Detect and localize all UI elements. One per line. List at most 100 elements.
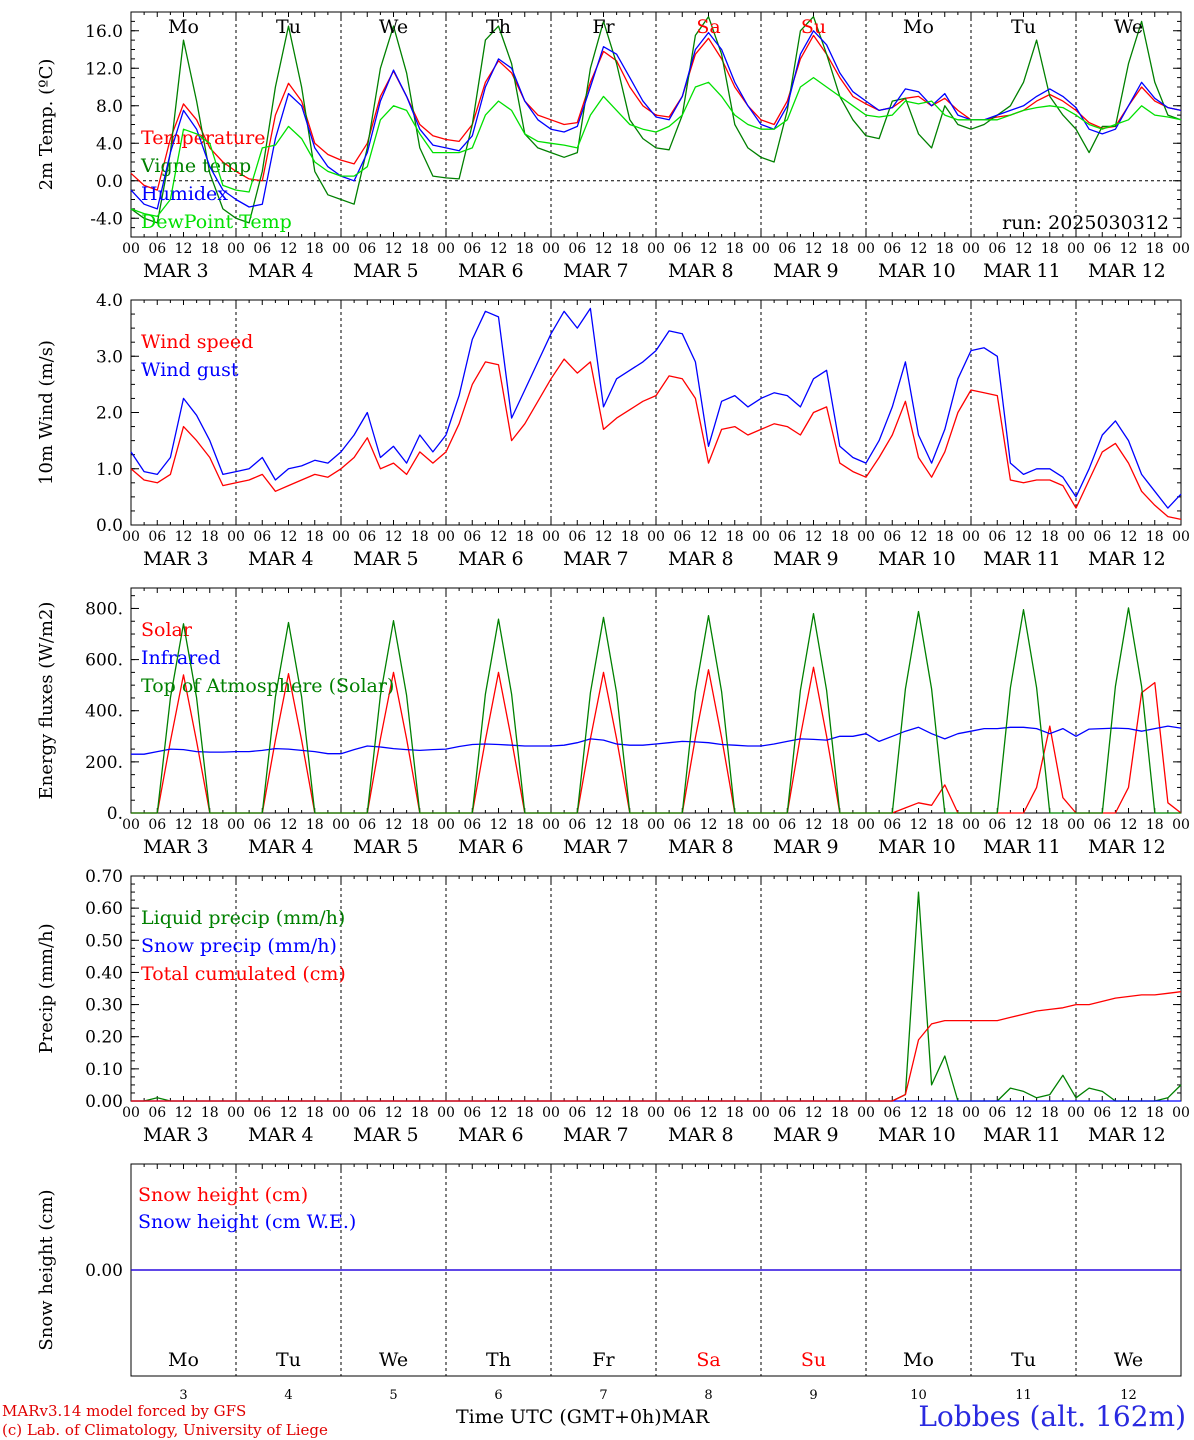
hour-tick-label: 06 — [673, 241, 691, 257]
hour-tick-label: 00 — [1172, 817, 1190, 833]
hour-tick-label: 18 — [726, 1105, 744, 1121]
hour-tick-label: 18 — [621, 1105, 639, 1121]
hour-tick-label: 00 — [227, 1105, 245, 1121]
hour-tick-label: 12 — [175, 817, 193, 833]
hour-tick-label: 06 — [463, 241, 481, 257]
weekday-label-bottom: Sa — [696, 1349, 720, 1371]
panel-2: 0.0 1.0 2.0 3.0 4.0 10m Wind (m/s) Wind speed W… — [36, 291, 1190, 570]
y-tick-label: 600. — [85, 651, 123, 671]
hour-tick-label: 12 — [700, 817, 718, 833]
hour-tick-label: 12 — [280, 241, 298, 257]
legend-entry: Solar — [141, 619, 193, 641]
hour-tick-label: 18 — [516, 529, 534, 545]
hour-tick-label: 00 — [542, 241, 560, 257]
legend-entry: Snow height (cm W.E.) — [138, 1211, 356, 1233]
day-number-label: 12 — [1120, 1388, 1137, 1403]
station-name: Lobbes (alt. 162m) — [918, 1400, 1186, 1433]
weekday-label-top: Su — [801, 16, 826, 38]
hour-tick-label: 12 — [490, 1105, 508, 1121]
date-label: MAR 4 — [248, 548, 314, 570]
date-label: MAR 9 — [773, 836, 839, 858]
day-number-label: 8 — [704, 1388, 712, 1403]
series-line-2 — [130, 16, 1182, 224]
date-label: MAR 9 — [773, 260, 839, 282]
hour-tick-label: 06 — [253, 529, 271, 545]
weekday-label-bottom: Tu — [276, 1349, 301, 1371]
date-label: MAR 5 — [353, 260, 419, 282]
hour-tick-label: 18 — [516, 817, 534, 833]
date-label: MAR 6 — [458, 548, 524, 570]
hour-tick-label: 06 — [883, 817, 901, 833]
hour-tick-label: 06 — [253, 1105, 271, 1121]
hour-tick-label: 18 — [1041, 241, 1059, 257]
hour-tick-label: 12 — [1120, 529, 1138, 545]
weekday-label-top: We — [379, 16, 408, 38]
plot-frame — [130, 11, 1182, 238]
legend-entry: DewPoint Temp — [141, 211, 292, 233]
date-label: MAR 7 — [563, 260, 629, 282]
date-label: MAR 5 — [353, 548, 419, 570]
series-line-3 — [130, 30, 1182, 210]
date-label: MAR 6 — [458, 1124, 524, 1146]
hour-tick-label: 06 — [1093, 1105, 1111, 1121]
hour-tick-label: 00 — [647, 241, 665, 257]
date-label: MAR 11 — [983, 836, 1061, 858]
hour-tick-label: 18 — [1146, 1105, 1164, 1121]
hour-tick-label: 06 — [778, 1105, 796, 1121]
hour-tick-label: 18 — [306, 241, 324, 257]
hour-tick-label: 18 — [306, 529, 324, 545]
y-axis-label: Energy fluxes (W/m2) — [36, 602, 57, 800]
hour-tick-label: 12 — [1120, 1105, 1138, 1121]
hour-tick-label: 18 — [831, 241, 849, 257]
date-label: MAR 7 — [563, 1124, 629, 1146]
date-label: MAR 3 — [143, 1124, 209, 1146]
hour-tick-label: 00 — [122, 529, 140, 545]
weekday-label-top: Mo — [903, 16, 934, 38]
legend-entry: Wind gust — [141, 359, 239, 381]
date-label: MAR 9 — [773, 548, 839, 570]
x-axis-title: Time UTC (GMT+0h) — [456, 1406, 662, 1428]
weekday-label-bottom: Th — [486, 1349, 511, 1371]
hour-tick-label: 12 — [700, 1105, 718, 1121]
hour-tick-label: 00 — [962, 529, 980, 545]
date-label: MAR 8 — [668, 548, 734, 570]
hour-tick-label: 12 — [910, 241, 928, 257]
y-tick-label: 0.00 — [85, 1092, 123, 1112]
hour-tick-label: 00 — [752, 817, 770, 833]
y-tick-label: 200. — [85, 753, 123, 773]
hour-tick-label: 06 — [568, 1105, 586, 1121]
weekday-label-bottom: We — [1114, 1349, 1143, 1371]
y-tick-label: 0.00 — [85, 1261, 123, 1281]
run-annotation: run: 2025030312 — [1002, 212, 1169, 234]
hour-tick-label: 00 — [122, 241, 140, 257]
hour-tick-label: 18 — [201, 817, 219, 833]
legend-entry: Snow precip (mm/h) — [141, 935, 337, 957]
hour-tick-label: 06 — [988, 241, 1006, 257]
hour-tick-label: 12 — [175, 241, 193, 257]
hour-tick-label: 18 — [726, 817, 744, 833]
date-label: MAR 10 — [878, 548, 956, 570]
hour-tick-label: 18 — [1146, 241, 1164, 257]
date-label: MAR 9 — [773, 1124, 839, 1146]
day-number-label: 5 — [389, 1388, 397, 1403]
hour-tick-label: 06 — [673, 817, 691, 833]
hour-tick-label: 00 — [647, 529, 665, 545]
hour-tick-label: 18 — [621, 529, 639, 545]
date-label: MAR 11 — [983, 548, 1061, 570]
hour-tick-label: 12 — [910, 1105, 928, 1121]
hour-tick-label: 18 — [201, 1105, 219, 1121]
hour-tick-label: 18 — [936, 529, 954, 545]
legend-entry: Vigne temp — [140, 155, 251, 177]
y-tick-label: 3.0 — [96, 347, 123, 367]
y-axis-label: Snow height (cm) — [36, 1189, 57, 1350]
weekday-label-top: Mo — [168, 16, 199, 38]
y-tick-label: 0.0 — [96, 172, 123, 192]
hour-tick-label: 18 — [936, 817, 954, 833]
weekday-label-bottom: Fr — [592, 1349, 615, 1371]
date-label: MAR 12 — [1088, 548, 1166, 570]
hour-tick-label: 18 — [831, 1105, 849, 1121]
series-line-2 — [130, 307, 1182, 509]
hour-tick-label: 06 — [673, 529, 691, 545]
y-tick-label: 0.50 — [85, 931, 123, 951]
panel-3: 0. 200. 400. 600. 800. Energy fluxes (W/m2) So… — [36, 587, 1190, 858]
